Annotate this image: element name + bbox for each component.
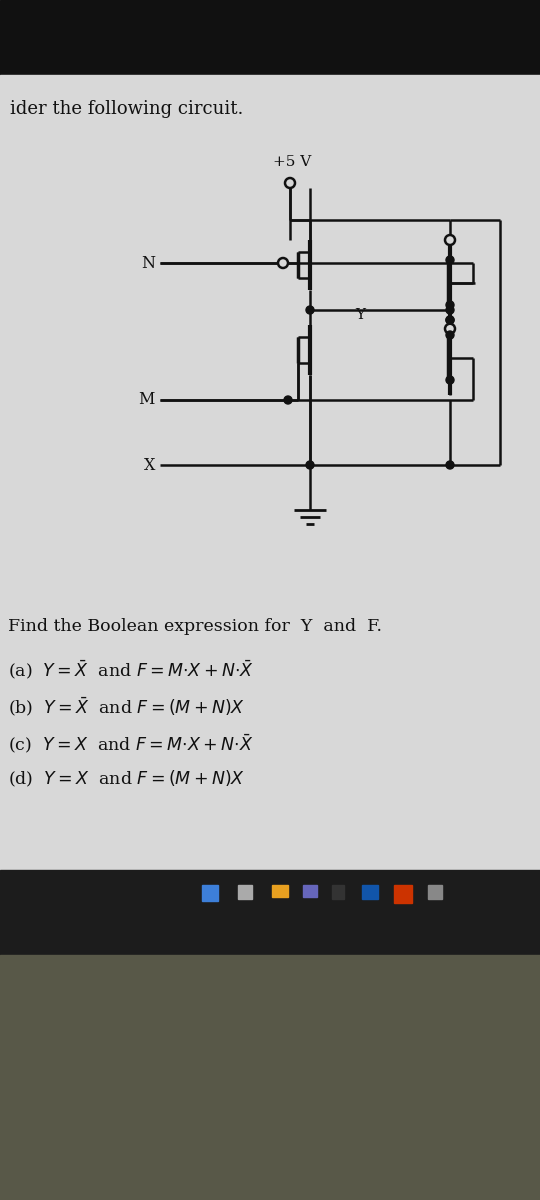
Circle shape	[446, 306, 454, 314]
Text: (b)  $Y = \bar{X}$  and $F = (M + N)X$: (b) $Y = \bar{X}$ and $F = (M + N)X$	[8, 695, 244, 718]
Circle shape	[306, 461, 314, 469]
Bar	[428, 886, 442, 899]
Bar	[332, 886, 344, 899]
Circle shape	[446, 316, 454, 324]
Text: (a)  $Y = \bar{X}$  and $F = M{\cdot}X + N{\cdot}\bar{X}$: (a) $Y = \bar{X}$ and $F = M{\cdot}X + N…	[8, 658, 254, 680]
Circle shape	[445, 235, 455, 245]
Text: (d)  $Y = X$  and $F = (M + N)X$: (d) $Y = X$ and $F = (M + N)X$	[8, 769, 244, 790]
Circle shape	[446, 461, 454, 469]
Bar	[0, 955, 540, 1200]
Text: N: N	[141, 254, 155, 271]
Circle shape	[285, 178, 295, 188]
Circle shape	[446, 316, 454, 324]
Bar	[0, 0, 540, 74]
Bar	[202, 886, 218, 901]
Circle shape	[284, 396, 292, 404]
Bar	[394, 886, 412, 902]
Circle shape	[278, 258, 288, 268]
Bar	[238, 886, 252, 899]
Text: X: X	[144, 456, 155, 474]
Circle shape	[446, 331, 454, 338]
Text: ider the following circuit.: ider the following circuit.	[10, 100, 244, 118]
Bar	[362, 886, 378, 899]
Circle shape	[446, 256, 454, 264]
Bar	[0, 74, 540, 870]
Circle shape	[445, 324, 455, 334]
Circle shape	[446, 301, 454, 308]
Text: +5 V: +5 V	[273, 155, 311, 169]
Text: (c)  $Y = X$  and $F = M{\cdot}X + N{\cdot}\bar{X}$: (c) $Y = X$ and $F = M{\cdot}X + N{\cdot…	[8, 732, 253, 755]
Bar	[272, 886, 288, 898]
Bar	[303, 886, 317, 898]
Text: M: M	[139, 391, 155, 408]
Bar	[0, 870, 540, 955]
Text: Y: Y	[355, 308, 365, 322]
Circle shape	[306, 306, 314, 314]
Text: Find the Boolean expression for  Y  and  F.: Find the Boolean expression for Y and F.	[8, 618, 382, 635]
Circle shape	[446, 376, 454, 384]
